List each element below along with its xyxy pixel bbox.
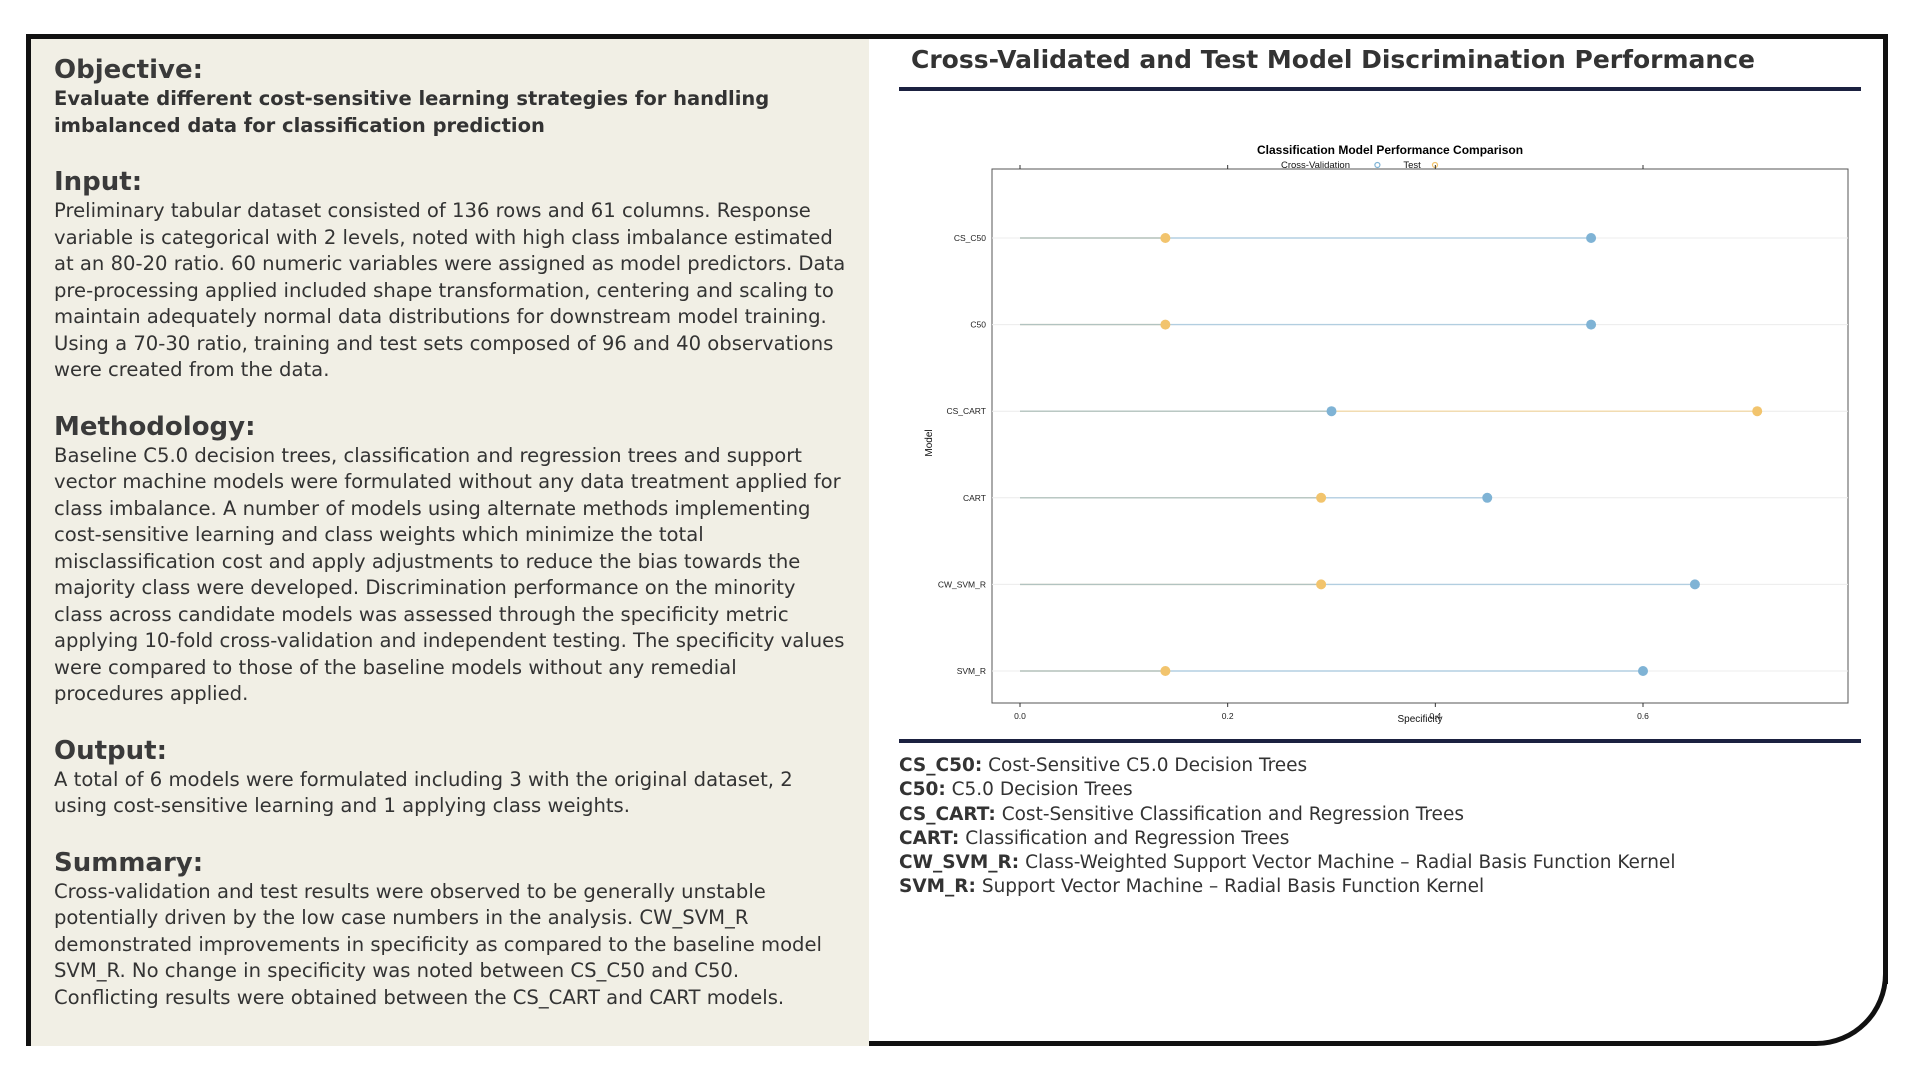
cv-point	[1638, 666, 1648, 676]
cv-point	[1326, 406, 1337, 417]
output-text: A total of 6 models were formulated incl…	[54, 767, 793, 818]
cv-point	[1586, 233, 1597, 243]
output-section: Output: A total of 6 models were formula…	[54, 736, 847, 820]
model-abbreviation-item: CS_CART: Cost-Sensitive Classification a…	[899, 803, 1675, 827]
description-panel: Objective: Evaluate different cost-sensi…	[31, 39, 869, 1046]
cv-point	[1482, 492, 1493, 503]
objective-section: Objective: Evaluate different cost-sensi…	[54, 55, 847, 139]
test-point	[1752, 406, 1763, 417]
grid-lines	[992, 237, 1848, 672]
test-point	[1316, 579, 1327, 590]
y-tick-label: CART	[963, 493, 986, 503]
chart-panel: Cross-Validated and Test Model Discrimin…	[896, 39, 1864, 1039]
model-abbreviation: CART:	[899, 827, 960, 849]
model-description: Classification and Regression Trees	[959, 827, 1290, 849]
legend-label: Test	[1403, 160, 1421, 171]
test-point	[1160, 666, 1171, 676]
outer-frame	[26, 34, 1888, 1046]
input-text: Preliminary tabular dataset consisted of…	[54, 199, 846, 381]
input-section: Input: Preliminary tabular dataset consi…	[54, 167, 847, 384]
model-abbreviation-item: CART: Classification and Regression Tree…	[899, 827, 1675, 851]
legend-rule	[899, 739, 1861, 743]
model-description: Class-Weighted Support Vector Machine – …	[1019, 852, 1676, 874]
model-abbreviation: SVM_R:	[899, 876, 976, 898]
model-abbreviation: CS_C50:	[899, 755, 983, 776]
y-tick-labels: CS_C50 C50 CS_CART CART CW_SVM_R SVM_R	[938, 233, 986, 676]
model-abbreviation-list: CS_C50: Cost-Sensitive C5.0 Decision Tre…	[899, 754, 1675, 900]
x-axis-label: Specificity	[1397, 714, 1442, 725]
output-heading: Output:	[54, 735, 167, 766]
model-description: C5.0 Decision Trees	[945, 779, 1133, 801]
plot-area	[991, 168, 1849, 704]
panel-title: Cross-Validated and Test Model Discrimin…	[911, 45, 1755, 74]
test-point	[1316, 492, 1327, 503]
y-tick-label: SVM_R	[957, 666, 986, 676]
x-tick-label: 0.6	[1637, 711, 1649, 721]
x-tick-label: 0.0	[1014, 711, 1026, 721]
x-tick-label: 0.4	[1429, 711, 1441, 721]
methodology-heading: Methodology:	[54, 411, 256, 442]
y-tick-label: CW_SVM_R	[938, 579, 986, 589]
legend-label: Cross-Validation	[1281, 160, 1350, 171]
y-tick-label: C50	[970, 320, 986, 330]
model-description: Cost-Sensitive Classification and Regres…	[995, 803, 1464, 825]
chart-title: Classification Model Performance Compari…	[1257, 143, 1523, 157]
cv-point	[1689, 579, 1700, 590]
summary-text: Cross-validation and test results were o…	[54, 879, 822, 1009]
summary-section: Summary: Cross-validation and test resul…	[54, 848, 847, 1012]
model-description: Support Vector Machine – Radial Basis Fu…	[975, 876, 1485, 898]
model-abbreviation-item: CS_C50: Cost-Sensitive C5.0 Decision Tre…	[899, 754, 1675, 778]
x-tick-label: 0.2	[1222, 711, 1234, 721]
frame-bottom-edge	[26, 1041, 1816, 1046]
model-abbreviation-item: C50: C5.0 Decision Trees	[899, 778, 1675, 802]
model-abbreviation-item: CW_SVM_R: Class-Weighted Support Vector …	[899, 851, 1675, 875]
legend-marker	[1374, 161, 1381, 169]
objective-text: Evaluate different cost-sensitive learni…	[54, 87, 770, 137]
methodology-text: Baseline C5.0 decision trees, classifica…	[54, 443, 845, 706]
cv-point	[1586, 319, 1597, 330]
series-layer	[1020, 233, 1763, 676]
y-axis-label: Model	[924, 429, 935, 456]
objective-heading: Objective:	[54, 55, 203, 85]
summary-heading: Summary:	[54, 847, 204, 878]
model-abbreviation: CS_CART:	[899, 803, 996, 825]
frame-right-edge	[1883, 34, 1888, 984]
model-description: Cost-Sensitive C5.0 Decision Trees	[982, 755, 1308, 776]
test-point	[1160, 233, 1171, 243]
methodology-section: Methodology: Baseline C5.0 decision tree…	[54, 412, 847, 708]
y-tick-label: CS_CART	[946, 406, 986, 416]
test-point	[1160, 319, 1171, 330]
y-tick-label: CS_C50	[954, 233, 986, 243]
model-abbreviation: CW_SVM_R:	[899, 852, 1020, 874]
x-ticks: 0.0 0.2 0.4 0.6	[1014, 165, 1649, 721]
model-abbreviation: C50:	[899, 779, 946, 801]
title-rule	[899, 87, 1861, 91]
input-heading: Input:	[54, 167, 143, 197]
performance-chart: Classification Model Performance Compari…	[924, 143, 1849, 725]
model-abbreviation-item: SVM_R: Support Vector Machine – Radial B…	[899, 875, 1675, 899]
